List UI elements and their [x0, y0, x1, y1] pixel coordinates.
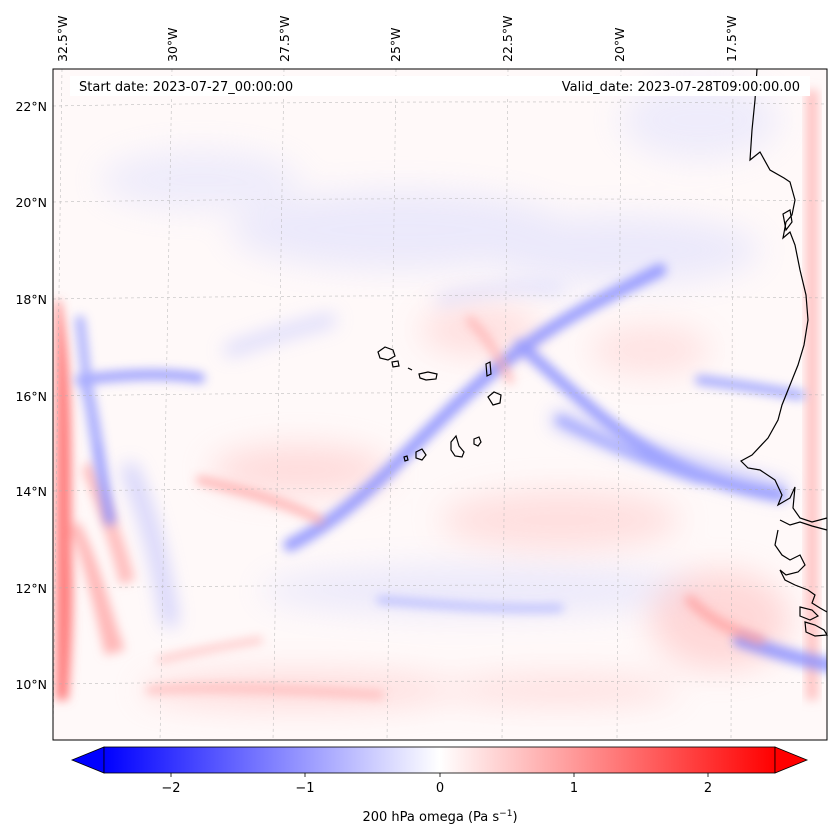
island-sao-vicente	[391, 360, 400, 368]
start-date-label: Start date: 2023-07-27_00:00:00	[79, 80, 293, 95]
lon-label-25w: 25°W	[388, 27, 403, 62]
omega-positive-bands	[146, 316, 765, 699]
island-brava	[403, 455, 409, 462]
lat-label-14n: 14°N	[15, 484, 47, 499]
lon-label-27-5w: 27.5°W	[277, 16, 292, 62]
map-frame	[52, 68, 828, 741]
gambia-coast	[779, 519, 828, 531]
colorbar-tick-minus-2: −2	[161, 781, 180, 796]
graticule	[52, 68, 828, 741]
lon-label-20w: 20°W	[612, 27, 627, 62]
colorbar-title-close: )	[512, 810, 517, 825]
island-santiago	[450, 434, 465, 458]
lat-label-12n: 12°N	[15, 581, 47, 596]
omega-negative-bands	[75, 263, 827, 672]
colorbar-gradient	[103, 746, 776, 774]
colorbar-tick-1: 1	[570, 781, 578, 796]
island-boa-vista	[487, 391, 502, 406]
omega-field	[53, 69, 827, 740]
colorbar-title-main: 200 hPa omega (Pa s	[362, 810, 499, 825]
colorbar-extend-min	[70, 746, 105, 774]
header-strip	[70, 76, 810, 96]
island-sao-nicolau	[418, 371, 438, 381]
latitude-labels: 22°N 20°N 18°N 16°N 14°N 12°N 10°N	[15, 99, 47, 692]
lat-label-22n: 22°N	[15, 99, 47, 114]
lat-label-16n: 16°N	[15, 389, 47, 404]
lon-label-30w: 30°W	[165, 27, 180, 62]
coastline	[377, 68, 829, 637]
colorbar-tick-0: 0	[436, 781, 444, 796]
colorbar: −2 −1 0 1 2 200 hPa omega (Pa s−1)	[70, 746, 809, 825]
colorbar-tick-2: 2	[704, 781, 712, 796]
colorbar-title: 200 hPa omega (Pa s−1)	[362, 809, 517, 825]
omega-broad-negative	[100, 80, 780, 615]
lat-label-18n: 18°N	[15, 292, 47, 307]
valid-date-label: Valid_date: 2023-07-28T09:00:00.00	[562, 80, 800, 95]
island-fogo	[415, 448, 427, 461]
africa-coast	[740, 68, 828, 523]
lat-label-20n: 20°N	[15, 195, 47, 210]
colorbar-tick-minus-1: −1	[295, 781, 314, 796]
island-santo-antao	[377, 346, 396, 361]
omega-east-edge-positive	[806, 90, 818, 700]
map-panel: Start date: 2023-07-27_00:00:00 Valid_da…	[52, 68, 829, 741]
lon-label-32-5w: 32.5°W	[55, 16, 70, 62]
island-sal	[485, 361, 492, 377]
longitude-labels: 32.5°W 30°W 27.5°W 25°W 22.5°W 20°W 17.5…	[55, 16, 739, 62]
lon-label-22-5w: 22.5°W	[500, 16, 515, 62]
lon-label-17-5w: 17.5°W	[724, 16, 739, 62]
colorbar-title-exponent: −1	[499, 809, 512, 819]
lat-label-10n: 10°N	[15, 677, 47, 692]
colorbar-extend-max	[774, 746, 809, 774]
island-maio	[473, 436, 482, 447]
